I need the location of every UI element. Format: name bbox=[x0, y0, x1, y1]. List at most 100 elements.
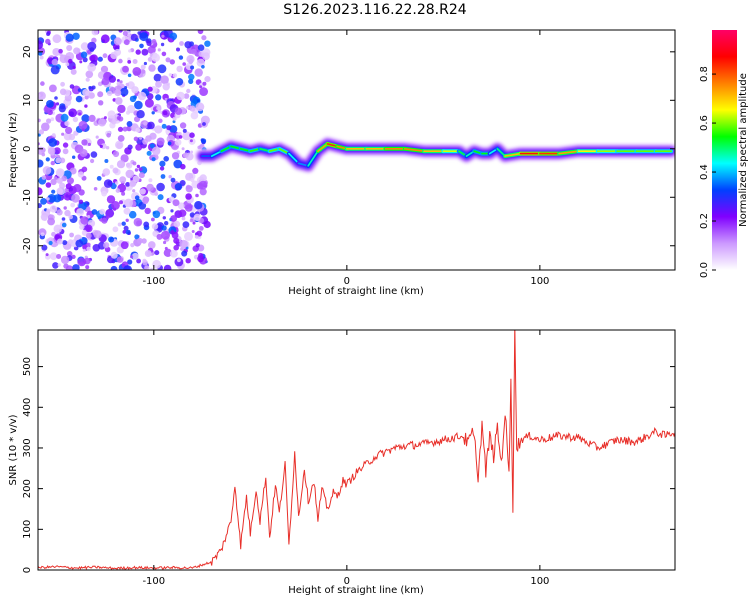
noise-blob bbox=[198, 252, 204, 259]
noise-blob bbox=[182, 128, 187, 133]
noise-blob bbox=[132, 59, 138, 64]
noise-blob bbox=[179, 122, 187, 129]
noise-blob bbox=[124, 198, 133, 208]
noise-blob bbox=[128, 210, 137, 219]
noise-blob bbox=[103, 116, 107, 120]
noise-blob bbox=[189, 105, 196, 112]
noise-blob bbox=[186, 88, 191, 94]
noise-blob bbox=[65, 62, 70, 67]
noise-blob bbox=[189, 218, 194, 223]
noise-blob bbox=[91, 30, 99, 36]
noise-blob bbox=[155, 80, 162, 88]
noise-blob bbox=[146, 150, 152, 156]
noise-blob bbox=[157, 194, 164, 201]
noise-blob bbox=[106, 133, 111, 138]
noise-blob bbox=[90, 158, 95, 164]
noise-blob bbox=[62, 240, 68, 246]
noise-blob bbox=[51, 58, 58, 66]
noise-blob bbox=[128, 49, 132, 53]
noise-blob bbox=[160, 42, 165, 47]
noise-blob bbox=[116, 79, 120, 82]
noise-blob bbox=[69, 232, 74, 238]
noise-blob bbox=[181, 147, 185, 151]
noise-blob bbox=[48, 138, 58, 147]
noise-blob bbox=[62, 142, 69, 148]
snr-y-tick-label: 0 bbox=[22, 567, 33, 573]
noise-blob bbox=[193, 213, 201, 221]
noise-blob bbox=[84, 95, 89, 100]
noise-blob bbox=[59, 54, 69, 64]
snr-y-tick-label: 500 bbox=[22, 357, 33, 376]
colorbar-label: Normalized spectral amplitude bbox=[738, 73, 749, 227]
noise-blob bbox=[196, 58, 205, 67]
noise-blob bbox=[173, 237, 180, 244]
noise-blob bbox=[191, 230, 195, 233]
spectrogram-x-tick-label: -100 bbox=[142, 276, 165, 287]
noise-blob bbox=[188, 73, 195, 81]
noise-blob bbox=[143, 61, 147, 66]
noise-blob bbox=[144, 265, 150, 270]
noise-blob bbox=[64, 209, 71, 217]
noise-blob bbox=[97, 56, 103, 62]
colorbar-tick-label: 0.6 bbox=[699, 115, 710, 131]
noise-blob bbox=[194, 201, 203, 210]
noise-blob bbox=[70, 68, 77, 75]
noise-blob bbox=[66, 251, 73, 257]
noise-blob bbox=[100, 143, 107, 150]
spectrogram-y-tick-label: 0 bbox=[22, 146, 33, 152]
noise-blob bbox=[47, 194, 57, 203]
noise-blob bbox=[40, 232, 45, 237]
noise-blob bbox=[132, 189, 136, 193]
noise-blob bbox=[51, 189, 56, 194]
noise-blob bbox=[60, 255, 70, 265]
noise-blob bbox=[163, 156, 169, 162]
ridge-core bbox=[317, 143, 329, 152]
noise-region bbox=[38, 30, 211, 270]
noise-blob bbox=[61, 222, 67, 228]
noise-blob bbox=[178, 135, 183, 139]
noise-blob bbox=[114, 89, 122, 97]
noise-blob bbox=[112, 167, 119, 174]
noise-blob bbox=[151, 53, 160, 62]
noise-blob bbox=[68, 58, 73, 64]
noise-blob bbox=[172, 73, 178, 78]
noise-blob bbox=[135, 49, 141, 55]
noise-blob bbox=[72, 65, 76, 70]
noise-blob bbox=[115, 97, 123, 105]
noise-blob bbox=[65, 183, 72, 190]
noise-blob bbox=[71, 193, 80, 203]
noise-blob bbox=[151, 217, 155, 222]
noise-blob bbox=[186, 55, 195, 64]
noise-blob bbox=[125, 162, 131, 168]
colorbar-tick-label: 0.4 bbox=[699, 164, 710, 180]
noise-blob bbox=[109, 164, 114, 169]
noise-blob bbox=[115, 188, 121, 193]
noise-blob bbox=[52, 48, 61, 56]
noise-blob bbox=[172, 199, 180, 207]
noise-blob bbox=[185, 185, 193, 193]
noise-blob bbox=[127, 259, 133, 265]
noise-blob bbox=[43, 105, 51, 113]
noise-blob bbox=[189, 139, 193, 143]
noise-blob bbox=[139, 136, 143, 140]
colorbar-tick-label: 0.2 bbox=[699, 213, 710, 229]
noise-blob bbox=[70, 202, 76, 208]
noise-blob bbox=[47, 147, 56, 155]
noise-blob bbox=[115, 181, 119, 185]
noise-blob bbox=[147, 86, 153, 92]
noise-blob bbox=[60, 81, 65, 87]
noise-blob bbox=[38, 187, 43, 196]
noise-blob bbox=[38, 133, 41, 137]
noise-blob bbox=[117, 222, 122, 227]
noise-blob bbox=[59, 182, 66, 189]
noise-blob bbox=[47, 217, 55, 226]
noise-blob bbox=[201, 35, 207, 41]
noise-blob bbox=[77, 88, 82, 92]
noise-blob bbox=[145, 135, 152, 142]
noise-blob bbox=[148, 242, 156, 249]
noise-blob bbox=[116, 256, 124, 263]
noise-blob bbox=[69, 167, 77, 175]
noise-blob bbox=[174, 139, 182, 146]
noise-blob bbox=[46, 118, 52, 124]
noise-blob bbox=[199, 188, 207, 196]
